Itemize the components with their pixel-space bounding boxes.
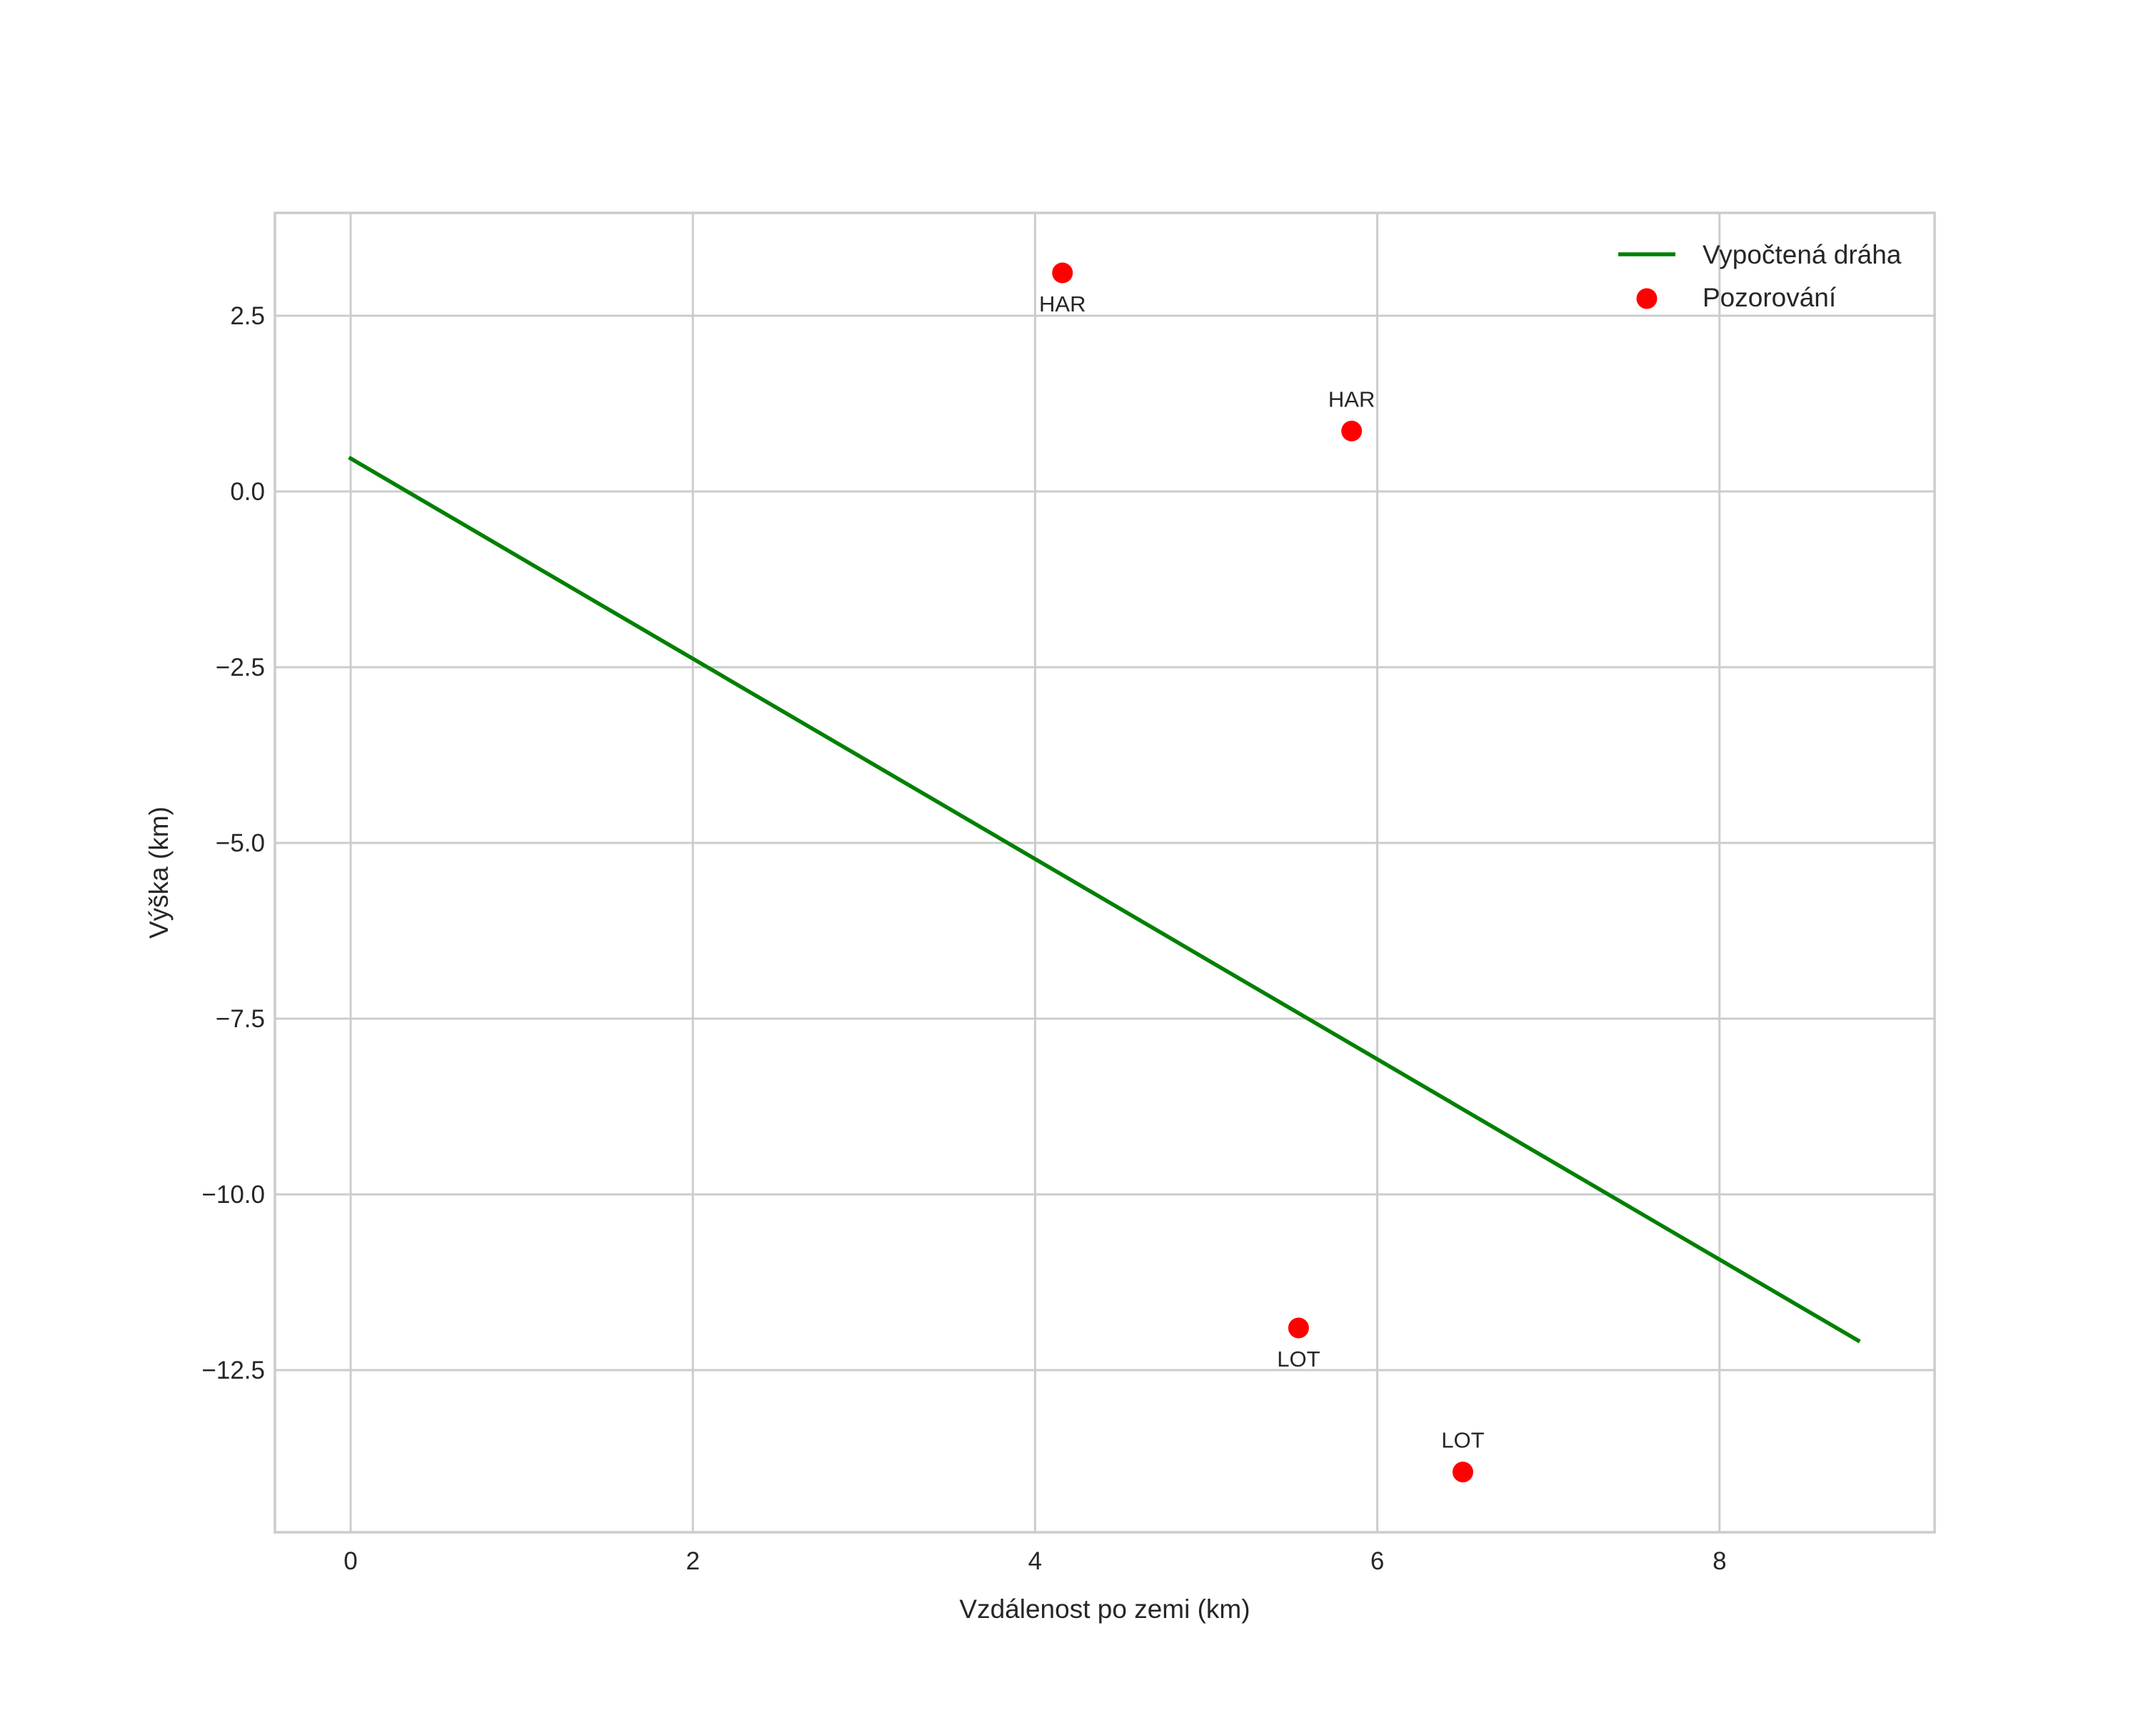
y-tick-label: −7.5: [216, 1005, 265, 1033]
x-tick-label: 6: [1370, 1547, 1384, 1575]
y-tick-label: 2.5: [230, 302, 265, 330]
y-tick-label: −2.5: [216, 654, 265, 681]
observation-point: [1452, 1462, 1473, 1483]
grid-lines: [275, 213, 1935, 1532]
observation-label: HAR: [1039, 291, 1085, 316]
observation-point: [1052, 262, 1073, 284]
y-tick-label: −12.5: [201, 1357, 265, 1384]
x-axis-label: Vzdálenost po zemi (km): [959, 1594, 1250, 1624]
y-axis-ticks: 2.5 0.0 −2.5 −5.0 −7.5 −10.0 −12.5: [201, 302, 265, 1384]
observation-label: LOT: [1441, 1428, 1484, 1453]
x-tick-label: 2: [686, 1547, 699, 1575]
x-axis-ticks: 0 2 4 6 8: [344, 1547, 1726, 1575]
x-tick-label: 4: [1028, 1547, 1042, 1575]
legend-dot-icon: [1636, 288, 1658, 309]
legend: Vypočtená dráha Pozorování: [1618, 240, 1902, 312]
observation-label: HAR: [1328, 386, 1375, 411]
x-tick-label: 8: [1713, 1547, 1726, 1575]
x-tick-label: 0: [344, 1547, 357, 1575]
observation-label: LOT: [1277, 1347, 1320, 1372]
plot-frame: [274, 211, 1936, 1534]
computed-trajectory-line: [348, 455, 1861, 1344]
y-tick-label: 0.0: [230, 478, 265, 506]
y-tick-label: −5.0: [216, 829, 265, 857]
observation-point: [1288, 1317, 1309, 1339]
data-series: HAR HAR LOT LOT: [348, 262, 1861, 1483]
y-tick-label: −10.0: [201, 1181, 265, 1209]
y-axis-label: Výška (km): [144, 806, 174, 939]
legend-label: Pozorování: [1703, 283, 1837, 312]
observation-point: [1341, 420, 1363, 441]
legend-label: Vypočtená dráha: [1703, 240, 1902, 269]
